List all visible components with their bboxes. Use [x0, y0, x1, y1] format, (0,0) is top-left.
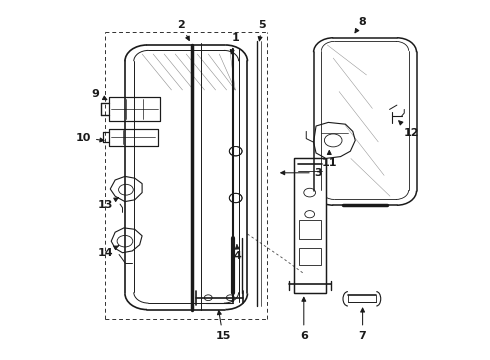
Bar: [109, 97, 160, 121]
Bar: [294, 158, 326, 293]
Bar: [109, 129, 158, 146]
Text: 15: 15: [215, 311, 231, 341]
Bar: [109, 129, 158, 146]
Text: 5: 5: [258, 20, 266, 41]
Text: 11: 11: [321, 150, 337, 168]
Polygon shape: [110, 176, 142, 202]
Bar: [299, 248, 321, 265]
Text: 13: 13: [98, 198, 119, 210]
Bar: [294, 158, 326, 293]
Text: 4: 4: [234, 245, 242, 261]
Text: 1: 1: [230, 33, 239, 54]
Polygon shape: [111, 228, 142, 253]
Text: 10: 10: [75, 132, 104, 143]
Text: 2: 2: [177, 20, 189, 40]
Bar: [299, 220, 321, 239]
Text: 9: 9: [92, 89, 107, 100]
Circle shape: [229, 193, 242, 203]
Text: 8: 8: [355, 17, 367, 33]
Circle shape: [229, 147, 242, 156]
Text: 7: 7: [359, 308, 367, 341]
Polygon shape: [314, 122, 355, 158]
Text: 3: 3: [281, 168, 322, 178]
Text: 14: 14: [98, 246, 119, 258]
Bar: [109, 97, 160, 121]
Text: 6: 6: [300, 297, 308, 341]
Text: 12: 12: [399, 121, 419, 138]
